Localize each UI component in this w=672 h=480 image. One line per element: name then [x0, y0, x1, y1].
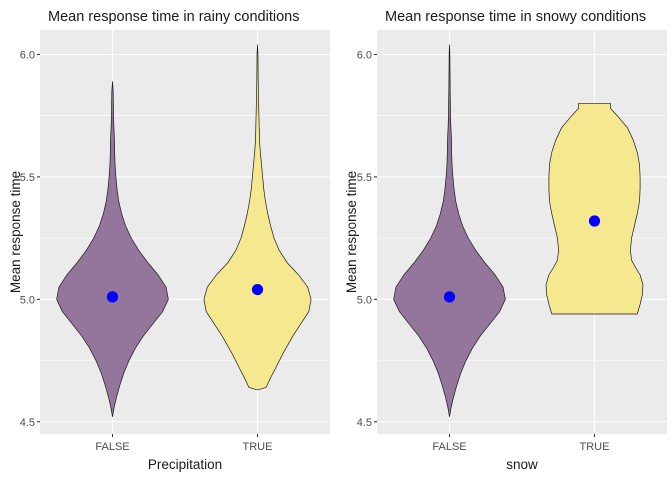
snowy-violin-false: [393, 44, 506, 417]
rainy-violin-true: [203, 44, 312, 391]
snowy-mean-point-false: [443, 291, 456, 303]
rainy-mean-point-false: [106, 291, 119, 303]
rainy-panel-background: [40, 30, 330, 434]
snowy-violin-true: [545, 103, 644, 315]
rainy-x-tick-label: TRUE: [243, 441, 273, 453]
rainy-x-tick-label: FALSE: [95, 441, 129, 453]
rainy-mean-point-true: [251, 283, 264, 296]
snowy-violin-chart: 4.5 5.0 5.5 6.0 FALSE TRUE Mean response time …: [344, 9, 667, 472]
snowy-x-axis-title: snow: [506, 457, 538, 472]
rainy-y-tick-label: 4.5: [20, 417, 35, 429]
rainy-y-axis-title: Mean response time: [8, 171, 23, 293]
rainy-x-axis-title: Precipitation: [148, 457, 222, 472]
rainy-y-tick-label: 6.0: [20, 49, 35, 61]
rainy-y-tick-label: 5.0: [20, 294, 35, 306]
snowy-y-axis-title: Mean response time: [344, 171, 359, 293]
snowy-y-tick-label: 5.0: [357, 294, 372, 306]
snowy-x-tick-label: TRUE: [580, 441, 610, 453]
rainy-y-tick-label: 5.5: [20, 172, 35, 184]
snowy-x-tick-label: FALSE: [432, 441, 466, 453]
snowy-y-tick-label: 6.0: [357, 49, 372, 61]
snowy-y-tick-label: 4.5: [357, 417, 372, 429]
rainy-chart-title: Mean response time in rainy conditions: [48, 9, 299, 25]
rainy-violin-chart: 4.5 5.0 5.5 6.0 FALSE TRUE Mean response time …: [8, 9, 330, 472]
snowy-chart-title: Mean response time in snowy conditions: [385, 9, 646, 25]
snowy-y-tick-label: 5.5: [357, 172, 372, 184]
rainy-violin-false: [56, 81, 169, 417]
snowy-mean-point-true: [588, 215, 601, 227]
